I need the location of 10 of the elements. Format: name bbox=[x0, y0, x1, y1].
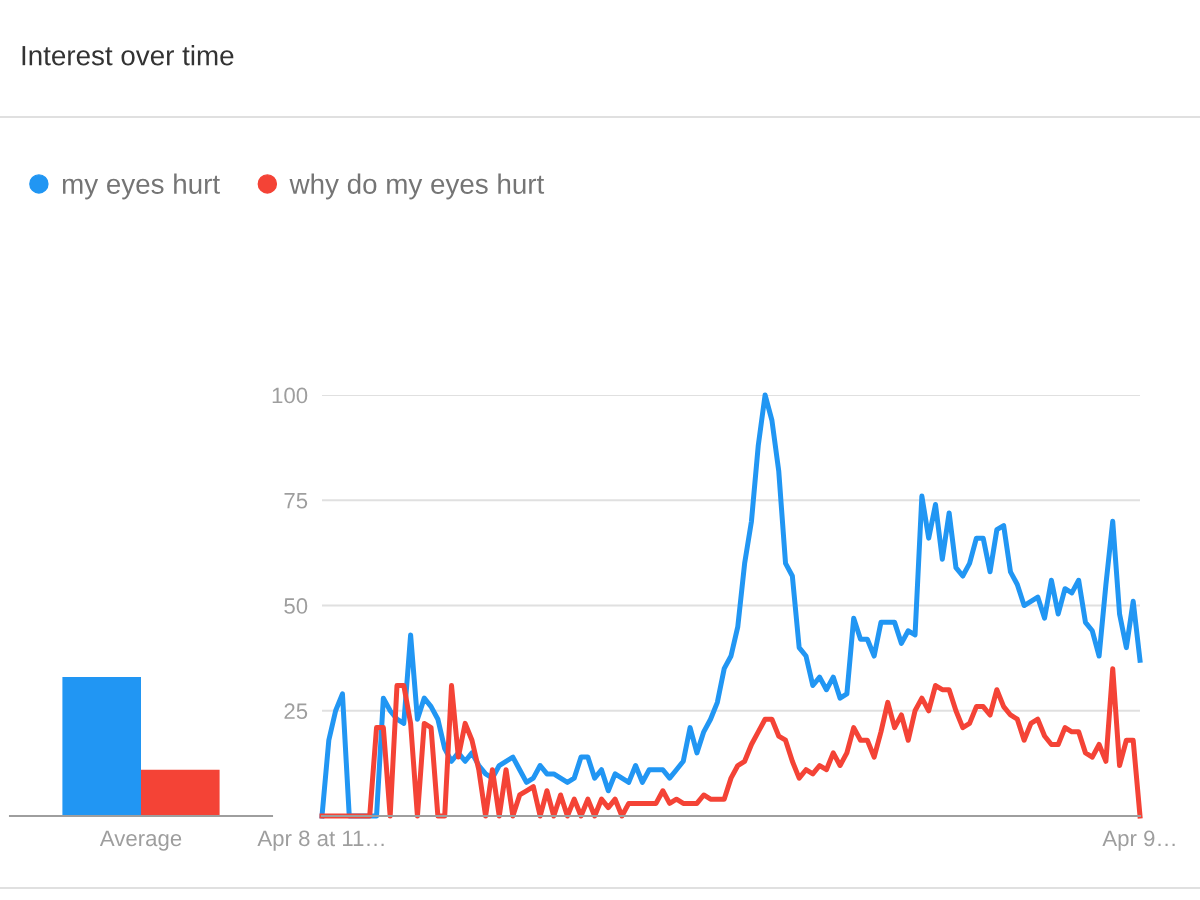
y-tick-label: 75 bbox=[284, 493, 308, 509]
y-tick-label: 100 bbox=[272, 387, 308, 404]
y-tick-label: 50 bbox=[284, 598, 308, 614]
legend-label: my eyes hurt bbox=[62, 173, 220, 200]
legend-label: why do my eyes hurt bbox=[289, 173, 545, 200]
y-tick-label: 25 bbox=[284, 703, 308, 720]
x-tick-label: Apr 8 at 11… bbox=[257, 830, 384, 851]
x-tick-label: Apr 9… bbox=[1102, 830, 1175, 851]
chart-title: Interest over time bbox=[22, 45, 234, 66]
x-tick-label: Average bbox=[99, 830, 182, 851]
